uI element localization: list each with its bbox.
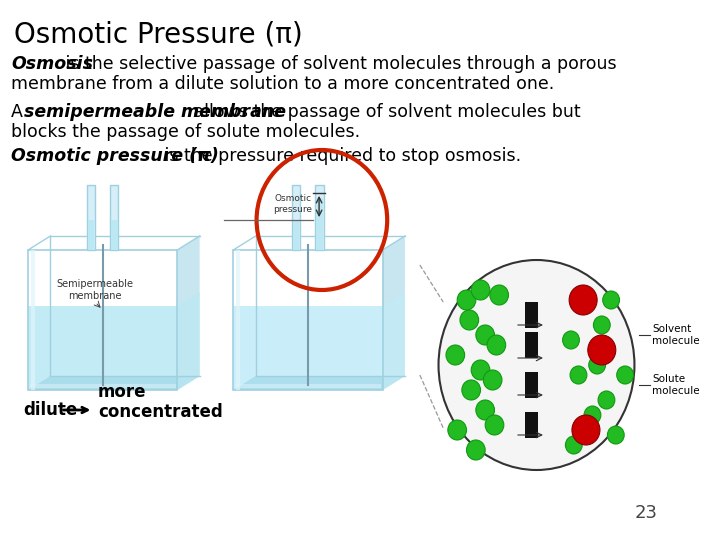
- Polygon shape: [177, 236, 199, 390]
- FancyBboxPatch shape: [526, 412, 539, 438]
- Text: 23: 23: [635, 504, 658, 522]
- FancyBboxPatch shape: [87, 185, 95, 250]
- Text: semipermeable membrane: semipermeable membrane: [24, 103, 287, 121]
- Text: Semipermeable
membrane: Semipermeable membrane: [57, 279, 134, 301]
- Text: A: A: [12, 103, 29, 121]
- Polygon shape: [233, 306, 382, 390]
- Text: Solute
molecule: Solute molecule: [652, 374, 700, 396]
- Text: Solvent
molecule: Solvent molecule: [652, 324, 700, 346]
- Text: Osmotic pressure (π): Osmotic pressure (π): [12, 147, 219, 165]
- Circle shape: [457, 290, 476, 310]
- Circle shape: [476, 400, 495, 420]
- Circle shape: [446, 345, 464, 365]
- Circle shape: [487, 335, 505, 355]
- Circle shape: [438, 260, 634, 470]
- Circle shape: [483, 370, 502, 390]
- FancyBboxPatch shape: [293, 220, 300, 250]
- FancyBboxPatch shape: [315, 185, 324, 250]
- Polygon shape: [382, 236, 405, 390]
- Circle shape: [490, 285, 508, 305]
- Circle shape: [608, 426, 624, 444]
- Text: allows the passage of solvent molecules but: allows the passage of solvent molecules …: [187, 103, 580, 121]
- Circle shape: [476, 325, 495, 345]
- Circle shape: [584, 406, 601, 424]
- Circle shape: [598, 391, 615, 409]
- Circle shape: [565, 436, 582, 454]
- Circle shape: [462, 380, 480, 400]
- FancyBboxPatch shape: [111, 220, 117, 250]
- Text: Osmotic
pressure: Osmotic pressure: [273, 194, 312, 214]
- Text: Osmosis: Osmosis: [12, 55, 93, 73]
- FancyBboxPatch shape: [316, 198, 323, 250]
- Circle shape: [570, 366, 587, 384]
- Circle shape: [485, 415, 504, 435]
- Circle shape: [569, 285, 597, 315]
- Circle shape: [467, 440, 485, 460]
- Text: membrane from a dilute solution to a more concentrated one.: membrane from a dilute solution to a mor…: [12, 75, 554, 93]
- Text: is the selective passage of solvent molecules through a porous: is the selective passage of solvent mole…: [60, 55, 616, 73]
- Circle shape: [572, 415, 600, 445]
- Circle shape: [589, 356, 606, 374]
- Text: is the pressure required to stop osmosis.: is the pressure required to stop osmosis…: [158, 147, 521, 165]
- FancyBboxPatch shape: [526, 372, 539, 398]
- Text: dilute: dilute: [23, 401, 78, 419]
- Polygon shape: [233, 376, 405, 390]
- FancyBboxPatch shape: [88, 220, 94, 250]
- Circle shape: [471, 280, 490, 300]
- Circle shape: [471, 360, 490, 380]
- Polygon shape: [382, 292, 405, 390]
- FancyBboxPatch shape: [292, 185, 300, 250]
- FancyBboxPatch shape: [526, 302, 539, 328]
- FancyBboxPatch shape: [110, 185, 119, 250]
- Text: blocks the passage of solute molecules.: blocks the passage of solute molecules.: [12, 123, 360, 141]
- Circle shape: [593, 316, 610, 334]
- Polygon shape: [28, 376, 199, 390]
- Circle shape: [448, 420, 467, 440]
- Text: more
concentrated: more concentrated: [98, 383, 222, 421]
- Circle shape: [562, 331, 580, 349]
- Polygon shape: [177, 292, 199, 390]
- Circle shape: [460, 310, 479, 330]
- Polygon shape: [28, 306, 177, 390]
- Circle shape: [588, 335, 616, 365]
- Circle shape: [617, 366, 634, 384]
- Circle shape: [603, 291, 619, 309]
- Text: Osmotic Pressure (π): Osmotic Pressure (π): [14, 20, 302, 48]
- FancyBboxPatch shape: [526, 332, 539, 358]
